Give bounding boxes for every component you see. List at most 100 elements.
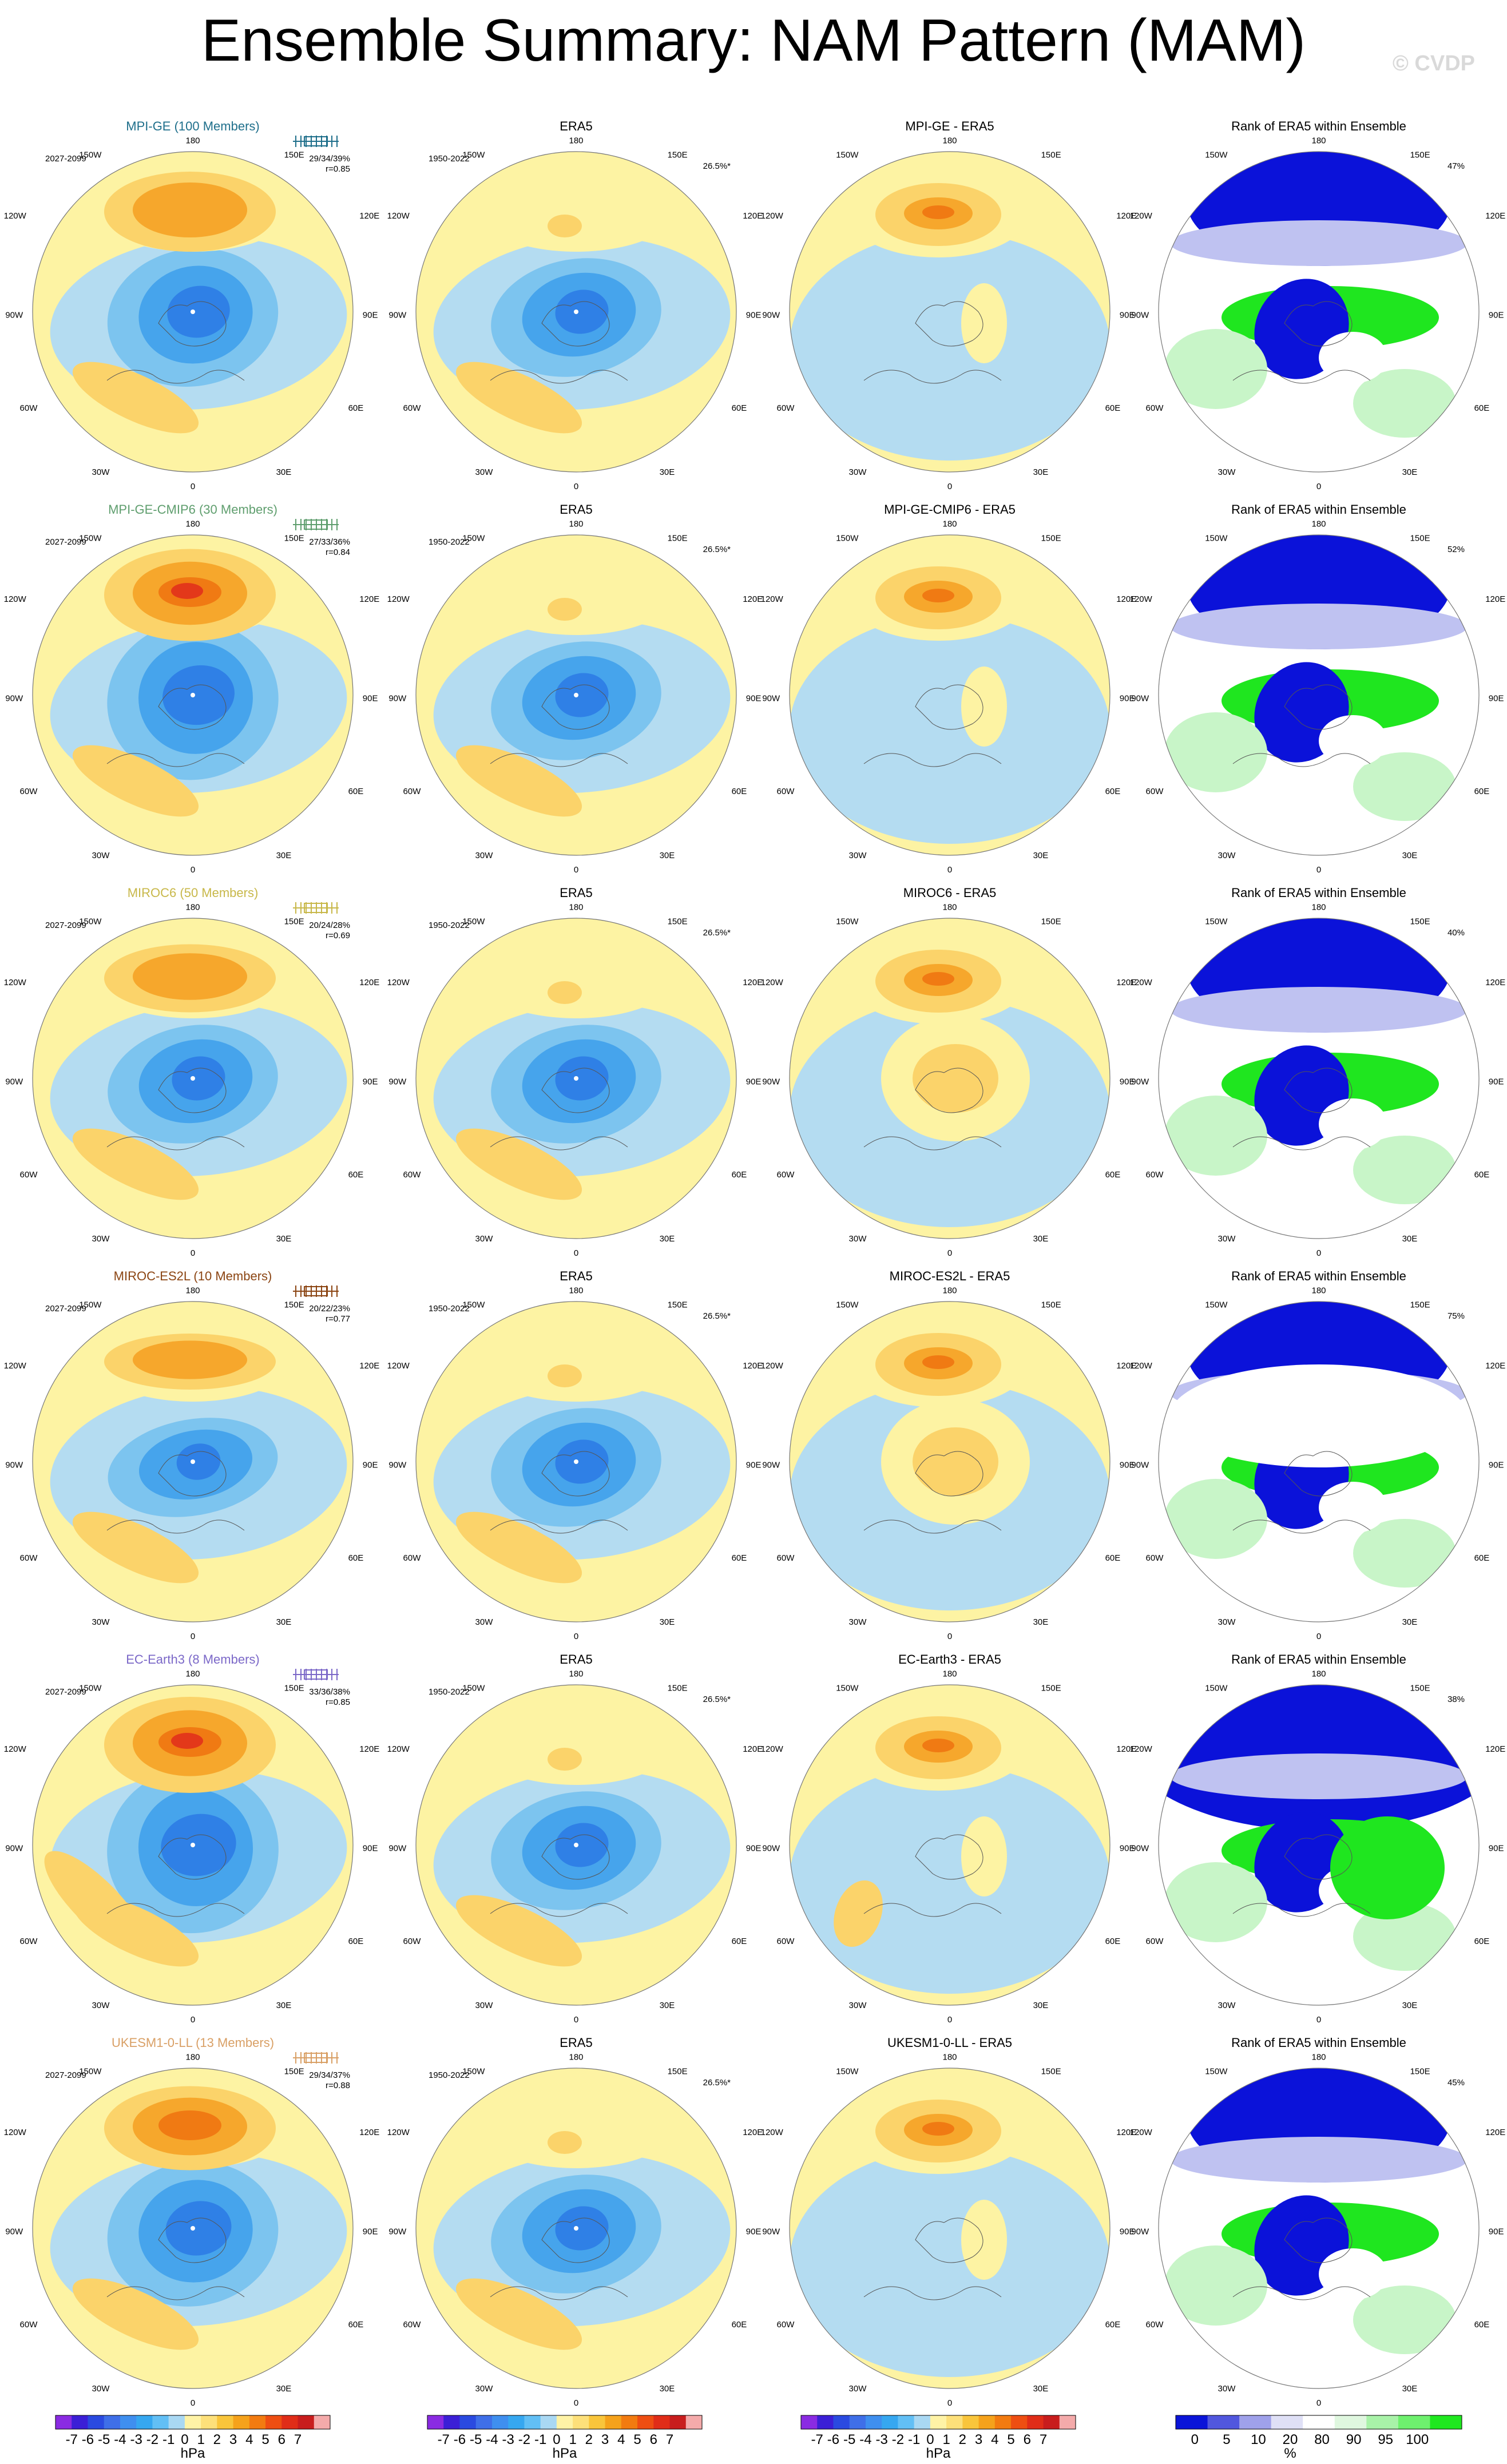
longitude-label: 90E [363, 1461, 378, 1470]
longitude-label: 150E [284, 1300, 304, 1310]
map-boundary [32, 1301, 354, 1622]
coastline [1232, 2286, 1371, 2300]
positive-contour [455, 1895, 582, 1967]
positive-contour [455, 1511, 582, 1584]
map-boundary [789, 1684, 1111, 2006]
row-miroc6: MIROC6 (50 Members) 180 150E 120E 90E 60E 30E 0… [4, 886, 1506, 1258]
panel-title: MPI-GE-CMIP6 (30 Members) [108, 502, 277, 517]
rank-panel: Rank of ERA5 within Ensemble 180 150E 120E 9… [1130, 119, 1506, 491]
colorbar-swatch [914, 2415, 931, 2429]
explained-variance: 26.5%* [703, 928, 731, 938]
colorbar-tick-label: -5 [470, 2432, 482, 2447]
period-label: 1950-2022 [429, 920, 470, 930]
longitude-label: 90E [363, 694, 378, 704]
colorbar-tick-label: 6 [1024, 2432, 1031, 2447]
coastline [541, 1068, 610, 1113]
coastline [106, 753, 245, 767]
hpa-colorbar: -7 -6 -5 -4 -3 -2 -1 0 1 2 3 4 5 6 7 hPa [55, 2415, 331, 2461]
ensemble-whisker [293, 2052, 339, 2064]
colorbar-swatch [249, 2415, 266, 2429]
longitude-label: 30W [92, 1234, 110, 1244]
longitude-label: 30E [1402, 2384, 1418, 2394]
longitude-label: 120W [4, 978, 27, 987]
colorbar-tick-label: 80 [1314, 2432, 1330, 2447]
longitude-label: 90E [1120, 1844, 1135, 1854]
longitude-label: 30W [1218, 1617, 1236, 1627]
colorbar-tick-label: -1 [908, 2432, 920, 2447]
longitude-label: 120W [4, 1361, 27, 1371]
field-layers [1159, 1302, 1479, 1622]
hpa-colorbar: -7 -6 -5 -4 -3 -2 -1 0 1 2 3 4 5 6 7 hPa [800, 2415, 1076, 2461]
colorbar-tick-label: 5 [633, 2432, 641, 2447]
coastline [1284, 1834, 1353, 1880]
map-boundary [415, 918, 737, 1239]
longitude-label: 150W [1205, 534, 1228, 543]
longitude-label: 120E [743, 1744, 763, 1754]
longitude-label: 30E [276, 1617, 292, 1627]
longitude-label: 60W [403, 2320, 422, 2330]
longitude-label: 150E [284, 1684, 304, 1693]
colorbar-tick-label: 1 [942, 2432, 950, 2447]
longitude-label: 30W [849, 467, 867, 477]
coastline [915, 301, 983, 347]
longitude-label: 120W [387, 1744, 410, 1754]
panel-title: ERA5 [560, 2036, 592, 2050]
coastline [490, 2286, 628, 2300]
longitude-label: 30E [276, 2384, 292, 2394]
panel-title: MPI-GE - ERA5 [905, 119, 994, 133]
rank-region [1319, 715, 1387, 767]
longitude-label: 180 [185, 1669, 200, 1679]
map-boundary [415, 534, 737, 856]
longitude-label: 120E [1116, 1744, 1136, 1754]
colorbar-swatch [589, 2415, 606, 2429]
longitude-label: 60E [1474, 1553, 1490, 1563]
longitude-label: 150E [1410, 2067, 1430, 2077]
longitude-label: 0 [574, 2398, 578, 2408]
coastline [1284, 1451, 1353, 1497]
era5-panel: ERA5 180 150E 120E 90E 60E 30E 0 30W 60W 90W 120W 15… [387, 119, 763, 491]
coastline [158, 301, 227, 347]
longitude-label: 60E [1105, 403, 1121, 413]
explained-variance: 27/33/36% [309, 537, 350, 547]
positive-contour [834, 1880, 883, 1947]
longitude-label: 120E [743, 2128, 763, 2137]
colorbar-tick-label: 90 [1346, 2432, 1362, 2447]
longitude-label: 60W [20, 787, 38, 796]
coastline [541, 2217, 610, 2263]
longitude-label: 60E [732, 787, 747, 796]
colorbar-swatch [459, 2415, 477, 2429]
longitude-label: 30W [475, 2384, 494, 2394]
longitude-label: 60W [1146, 2320, 1164, 2330]
field-layers [33, 1302, 353, 1622]
longitude-label: 30W [1218, 467, 1236, 477]
positive-core [158, 2110, 221, 2140]
pole-marker [574, 1843, 578, 1847]
longitude-label: 90E [746, 1844, 762, 1854]
longitude-label: 180 [185, 136, 200, 145]
field-layers [33, 1685, 353, 2005]
colorbar-swatch [184, 2415, 201, 2429]
longitude-label: 0 [574, 482, 578, 491]
negative-core [161, 1814, 236, 1876]
field-layers [416, 918, 736, 1239]
coastline [490, 370, 628, 384]
longitude-label: 0 [574, 865, 578, 875]
map-boundary [415, 1301, 737, 1622]
colorbar-swatch [833, 2415, 850, 2429]
colorbar-swatch [314, 2415, 331, 2429]
longitude-label: 60E [732, 1937, 747, 1946]
longitude-label: 30E [1033, 467, 1049, 477]
longitude-label: 30W [92, 1617, 110, 1627]
model-panel: MPI-GE (100 Members) 180 150E 120E 90E 60E 30E… [4, 119, 380, 491]
longitude-label: 180 [1311, 2052, 1326, 2062]
field-layers [1159, 918, 1479, 1239]
colorbar-swatch [1334, 2415, 1367, 2429]
colorbar-tick-label: -6 [827, 2432, 839, 2447]
colorbar-swatch [1207, 2415, 1240, 2429]
map-boundary [32, 2068, 354, 2389]
longitude-label: 90E [1489, 2227, 1504, 2237]
longitude-label: 150W [462, 150, 485, 160]
longitude-label: 60W [20, 403, 38, 413]
panel-title: ERA5 [560, 1652, 592, 1667]
longitude-label: 120E [1485, 2128, 1505, 2137]
